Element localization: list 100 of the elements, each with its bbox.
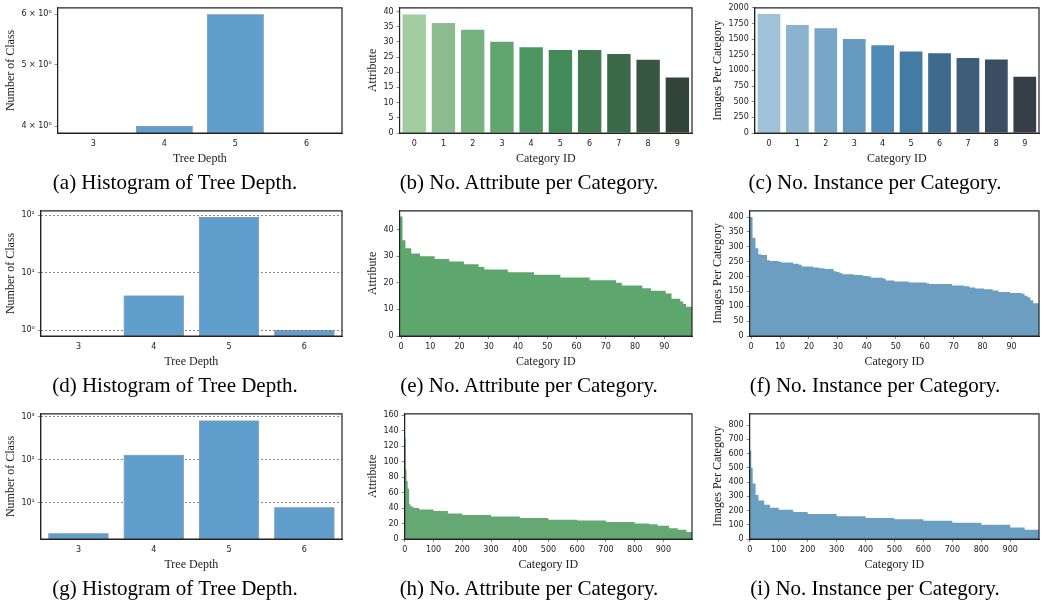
y-tick-label: 30: [383, 36, 394, 46]
bar: [928, 53, 951, 133]
x-tick-label: 10: [425, 341, 436, 351]
x-tick-label: 5: [232, 138, 238, 148]
x-tick-label: 1: [440, 138, 446, 148]
text: (b) No. Attribute per Category.: [398, 170, 660, 195]
y-tick-label: 200: [728, 271, 744, 281]
y-tick-label: 60: [388, 487, 399, 497]
x-tick-label: 500: [886, 544, 903, 554]
x-tick-label: 300: [828, 544, 845, 554]
x-tick-label: 50: [890, 341, 901, 351]
x-tick-label: 800: [627, 544, 643, 554]
x-tick-label: 3: [851, 138, 857, 148]
y-tick-label: 10²: [21, 210, 35, 220]
y-tick-label: 150: [728, 286, 744, 296]
y-tick-label: 10: [383, 304, 394, 314]
bar: [984, 59, 1008, 133]
x-tick-label: 70: [948, 341, 959, 351]
y-axis-title: Images Per Category: [710, 223, 725, 324]
y-tick-label: 500: [733, 96, 749, 106]
y-axis-title: Images Per Category: [710, 426, 725, 527]
x-tick-label: 3: [75, 341, 81, 351]
y-tick-label: 5: [388, 112, 394, 122]
x-tick-label: 6: [301, 544, 307, 554]
bar: [577, 50, 602, 133]
bar: [871, 45, 895, 133]
y-tick-label: 400: [728, 212, 744, 222]
x-tick-label: 4: [151, 341, 157, 351]
y-tick-label: 300: [728, 241, 744, 251]
x-tick-label: 500: [540, 544, 557, 554]
x-axis-title: Tree Depth: [172, 150, 227, 165]
x-tick-label: 800: [973, 544, 989, 554]
y-tick-label: 200: [728, 505, 744, 515]
x-tick-label: 7: [616, 138, 622, 148]
x-tick-label: 3: [75, 544, 81, 554]
y-tick-label: 80: [388, 472, 399, 482]
x-tick-label: 400: [512, 544, 528, 554]
bar: [607, 53, 631, 133]
y-tick-label: 300: [728, 491, 744, 501]
x-tick-label: 60: [919, 341, 930, 351]
x-axis-title: Tree Depth: [164, 353, 219, 368]
y-tick-label: 0: [388, 128, 394, 138]
x-tick-label: 4: [161, 138, 167, 148]
y-tick-label: 800: [728, 420, 744, 430]
y-tick-label: 600: [728, 448, 744, 458]
y-tick-label: 35: [383, 21, 394, 31]
x-tick-label: 2: [823, 138, 829, 148]
x-tick-label: 700: [944, 544, 960, 554]
y-tick-label: 4 × 10⁰: [21, 121, 52, 131]
y-tick-label: 700: [728, 434, 744, 444]
y-tick-label: 0: [738, 534, 744, 544]
y-tick-label: 40: [388, 503, 399, 513]
x-tick-label: 400: [857, 544, 874, 554]
x-axis-title: Category ID: [515, 150, 576, 165]
x-tick-label: 9: [1022, 138, 1028, 148]
text: (e) No. Attribute per Category.: [399, 373, 659, 398]
x-tick-label: 50: [542, 341, 553, 351]
bar: [1013, 76, 1037, 133]
x-tick-label: 6: [301, 341, 307, 351]
bar: [814, 28, 838, 133]
x-tick-label: 70: [600, 341, 611, 351]
y-tick-label: 30: [383, 251, 394, 261]
x-tick-label: 8: [645, 138, 651, 148]
y-tick-label: 100: [728, 519, 744, 529]
y-tick-label: 6 × 10⁰: [21, 9, 52, 19]
y-tick-label: 250: [733, 112, 749, 122]
y-axis-title: Attribute: [365, 251, 380, 296]
x-tick-label: 200: [800, 544, 816, 554]
x-tick-label: 200: [454, 544, 470, 554]
x-tick-label: 100: [771, 544, 787, 554]
x-tick-label: 90: [1006, 341, 1017, 351]
x-tick-label: 30: [483, 341, 494, 351]
y-tick-label: 1500: [728, 34, 749, 44]
y-axis-title: Number of Class: [3, 232, 18, 315]
y-axis-title: Number of Class: [3, 435, 18, 518]
x-tick-label: 5: [226, 341, 232, 351]
y-axis-title: Images Per Category: [710, 20, 725, 121]
y-tick-label: 750: [733, 81, 749, 91]
y-tick-label: 100: [728, 301, 744, 311]
x-axis-title: Category ID: [864, 556, 925, 571]
bar: [956, 57, 980, 133]
y-axis-title: Attribute: [365, 454, 380, 499]
y-tick-label: 10⁰: [21, 325, 35, 335]
bar: [636, 59, 660, 133]
x-tick-label: 4: [880, 138, 886, 148]
x-tick-label: 7: [965, 138, 971, 148]
y-tick-label: 10: [383, 97, 394, 107]
x-tick-label: 900: [1002, 544, 1018, 554]
y-axis-title: Number of Class: [3, 29, 18, 112]
x-tick-label: 300: [483, 544, 499, 554]
y-tick-label: 1000: [728, 65, 749, 75]
bar: [757, 14, 781, 133]
bar: [665, 77, 690, 133]
bar: [460, 29, 485, 133]
bar: [490, 41, 514, 133]
bar: [786, 25, 809, 133]
x-tick-label: 90: [659, 341, 670, 351]
x-tick-label: 6: [936, 138, 943, 148]
text: (i) No. Instance per Category.: [749, 576, 1001, 601]
x-tick-label: 10: [774, 341, 786, 351]
